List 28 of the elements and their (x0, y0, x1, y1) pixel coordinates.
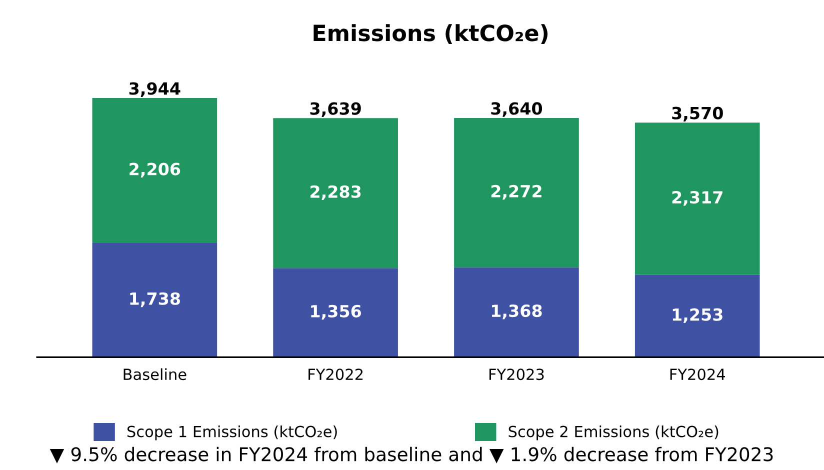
bar (634, 274, 760, 358)
total-label: 3,640 (491, 102, 542, 117)
bar (92, 98, 218, 243)
data-label: 1,368 (492, 304, 542, 320)
total-label: 3,639 (310, 102, 361, 117)
data-label: 1,253 (672, 308, 722, 323)
data-label: 2,206 (130, 162, 180, 178)
bar (273, 118, 398, 268)
legend-label: Scope 2 Emissions (ktCO₂e) (508, 425, 718, 440)
bar (454, 267, 579, 358)
data-label: 2,272 (491, 184, 542, 200)
data-label: 2,317 (672, 190, 722, 206)
bar (454, 118, 579, 268)
data-label: 2,283 (310, 185, 361, 200)
x-tick-label: Baseline (124, 368, 186, 380)
data-label: 1,738 (130, 292, 180, 308)
data-label: 1,356 (311, 304, 362, 320)
legend-label: Scope 1 Emissions (ktCO₂e) (127, 425, 337, 440)
bar (92, 242, 218, 358)
bar (634, 122, 760, 275)
total-label: 3,944 (129, 82, 180, 97)
x-tick-label: FY2022 (308, 368, 363, 380)
bar (273, 268, 398, 358)
x-tick-label: FY2024 (670, 368, 726, 380)
text: ▼ 9.5% decrease in FY2024 from baseline and ▼ 1.9% decrease from FY2023 (50, 446, 773, 464)
total-label: 3,570 (672, 106, 723, 122)
x-tick-label: FY2023 (489, 368, 544, 380)
chart-title: Emissions (ktCO₂e) (314, 24, 548, 44)
